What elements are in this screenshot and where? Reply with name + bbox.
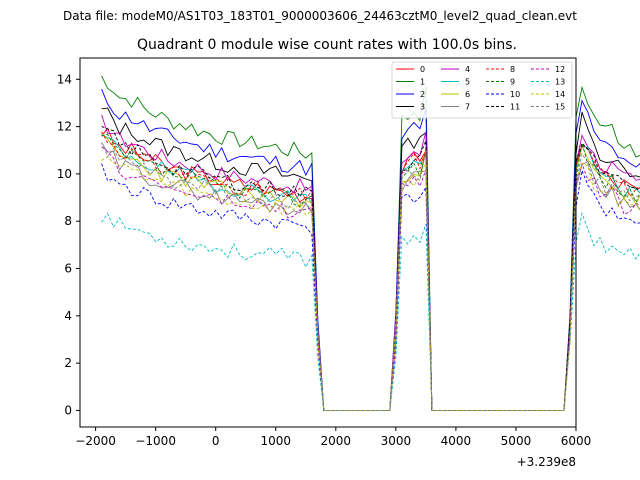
x-tick-label: 5000 (501, 434, 532, 448)
legend-label: 10 (510, 90, 520, 99)
x-axis: −2000 −1000 0 1000 2000 3000 4000 5000 6000 (75, 427, 591, 448)
series-line-4 (101, 114, 640, 411)
y-tick-label: 8 (64, 214, 72, 228)
series-line-13 (101, 211, 640, 411)
legend-label: 0 (420, 65, 425, 74)
y-tick-label: 6 (64, 262, 72, 276)
y-tick-label: 0 (64, 403, 72, 417)
x-tick-label: −2000 (75, 434, 116, 448)
legend-label: 3 (420, 103, 425, 112)
legend-label: 5 (465, 78, 470, 87)
x-tick-label: 2000 (321, 434, 352, 448)
series-line-9 (101, 133, 640, 411)
series-line-3 (101, 107, 640, 411)
series-line-10 (101, 163, 640, 411)
series-line-2 (101, 88, 640, 411)
series-line-6 (101, 133, 640, 411)
legend-label: 14 (555, 90, 565, 99)
y-tick-label: 2 (64, 356, 72, 370)
chart-suptitle: Data file: modeM0/AS1T03_183T01_90000036… (63, 9, 577, 23)
x-tick-label: 4000 (441, 434, 472, 448)
x-tick-label: 1000 (260, 434, 291, 448)
axes-frame (79, 57, 577, 428)
series-line-11 (101, 125, 640, 411)
legend-label: 12 (555, 65, 565, 74)
legend-label: 7 (465, 103, 470, 112)
legend-label: 13 (555, 78, 565, 87)
x-tick-label: 0 (212, 434, 220, 448)
y-tick-label: 14 (57, 72, 72, 86)
legend-label: 11 (510, 103, 520, 112)
legend-label: 9 (510, 78, 515, 87)
series-line-5 (101, 134, 640, 411)
legend-box (391, 61, 573, 119)
y-tick-label: 10 (57, 167, 72, 181)
series-line-15 (101, 142, 640, 411)
y-axis: 0 2 4 6 8 10 12 14 (57, 72, 80, 417)
plot-lines (101, 75, 640, 411)
legend-label: 4 (465, 65, 470, 74)
series-line-1 (101, 75, 640, 411)
legend-label: 6 (465, 90, 470, 99)
y-tick-label: 4 (64, 309, 72, 323)
series-line-14 (101, 156, 640, 411)
series-line-0 (101, 127, 640, 411)
x-offset-label: +3.239e8 (517, 455, 576, 469)
chart-title: Quadrant 0 module wise count rates with … (137, 37, 517, 53)
legend-label: 1 (420, 78, 425, 87)
legend-label: 15 (555, 103, 565, 112)
legend-label: 2 (420, 90, 425, 99)
series-line-7 (101, 142, 640, 411)
series-line-12 (101, 146, 640, 411)
x-tick-label: 3000 (381, 434, 412, 448)
legend-label: 8 (510, 65, 515, 74)
x-tick-label: 6000 (561, 434, 592, 448)
y-tick-label: 12 (57, 120, 72, 134)
x-tick-label: −1000 (135, 434, 176, 448)
